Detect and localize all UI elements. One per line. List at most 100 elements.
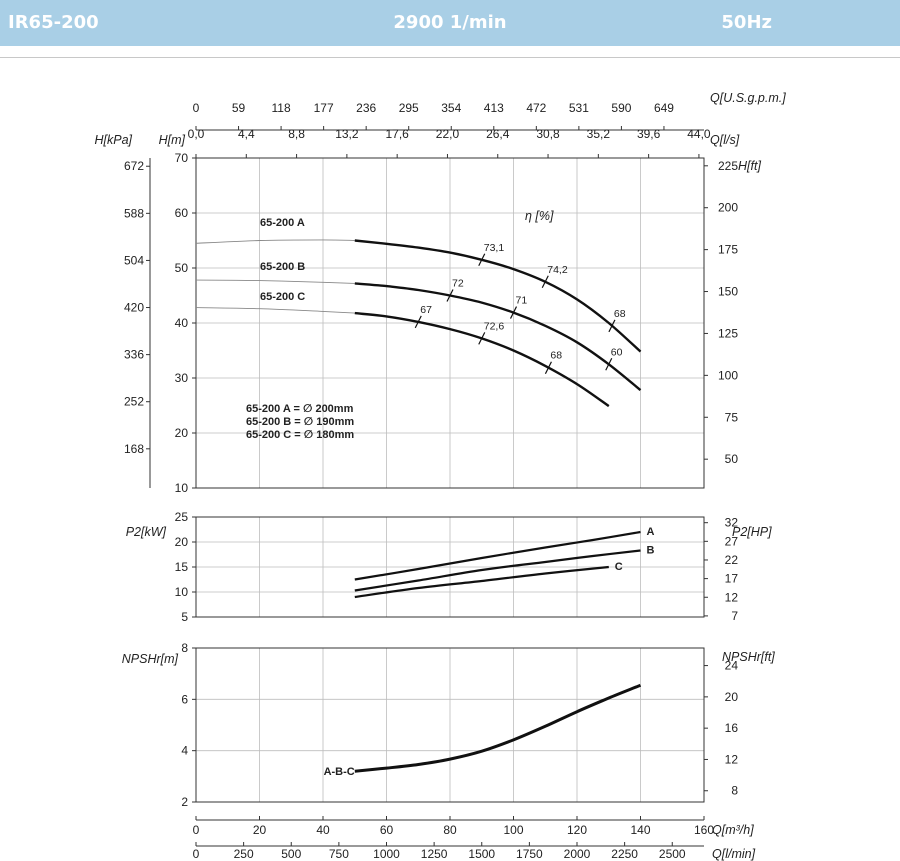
y-tick-label: 6: [181, 692, 188, 706]
lmin-tick-label: 500: [281, 847, 301, 861]
lmin-tick-label: 1250: [421, 847, 448, 861]
head-panel-grid: [196, 158, 704, 488]
y-tick-label: 2: [181, 795, 188, 809]
ft-tick-label: 175: [718, 243, 738, 257]
ft-tick-label: 50: [725, 452, 739, 466]
power-panel-grid: [196, 517, 704, 617]
npsh-axis-label: NPSHr[m]: [122, 652, 179, 666]
efficiency-label: 73,1: [484, 242, 505, 254]
ls-tick-label: 39,6: [637, 127, 661, 141]
m3h-tick-label: 120: [567, 823, 587, 837]
npsh-curve: [354, 683, 642, 773]
efficiency-label: 68: [550, 350, 562, 362]
power-curve-a: [354, 530, 641, 581]
ls-axis-label: Q[l/s]: [710, 133, 740, 147]
power-curve-c: [354, 565, 609, 599]
head-panel: [146, 157, 708, 489]
usgpm-tick-label: 649: [654, 101, 674, 115]
ls-tick-label: 30,8: [536, 127, 560, 141]
power-curve-b: [354, 549, 641, 592]
model-title: IR65-200: [8, 12, 99, 33]
efficiency-tick: [544, 361, 552, 374]
npsh-panel-frame: [195, 647, 705, 803]
lmin-axis-label: Q[l/min]: [712, 847, 756, 861]
curve-label: 65-200 A: [260, 217, 305, 229]
head-curve-65-200-c: [354, 311, 610, 408]
header-banner: IR65-200 2900 1/min 50Hz: [0, 0, 900, 46]
efficiency-tick: [414, 315, 422, 329]
efficiency-tick: [478, 332, 486, 345]
m3h-tick-label: 60: [380, 823, 394, 837]
lmin-tick-label: 2500: [659, 847, 686, 861]
y-tick-label: 20: [175, 426, 189, 440]
npsh-ft-tick-label: 20: [725, 690, 739, 704]
ls-tick-label: 4,4: [238, 127, 255, 141]
m3h-tick-label: 20: [253, 823, 267, 837]
y-tick-label: 5: [181, 610, 188, 624]
npsh-panel: [192, 647, 708, 803]
m3h-tick-label: 160: [694, 823, 714, 837]
efficiency-tick: [446, 289, 454, 302]
power-curve-label: A: [647, 526, 655, 538]
ft-tick-label: 200: [718, 201, 738, 215]
kpa-tick-label: 672: [124, 159, 144, 173]
lmin-tick-label: 1750: [516, 847, 543, 861]
npsh-ft-tick-label: 8: [731, 784, 738, 798]
y-tick-label: 30: [175, 371, 189, 385]
efficiency-label: 60: [611, 346, 623, 358]
head-curve-extension: [195, 307, 355, 314]
npsh-ft-tick-label: 12: [725, 752, 739, 766]
y-tick-label: 50: [175, 261, 189, 275]
efficiency-label: 68: [614, 308, 626, 320]
y-tick-label: 15: [175, 560, 189, 574]
y-tick-label: 25: [175, 510, 189, 524]
kpa-axis-label: H[kPa]: [94, 133, 132, 147]
power-axis-label: P2[kW]: [126, 525, 167, 539]
npsh-ft-tick-label: 24: [725, 659, 739, 673]
y-tick-label: 20: [175, 535, 189, 549]
m3h-axis-label: Q[m³/h]: [712, 823, 754, 837]
hp-axis-label: P2[HP]: [732, 525, 772, 539]
npsh-panel-grid: [196, 648, 704, 802]
m3h-tick-label: 40: [316, 823, 330, 837]
efficiency-tick: [509, 306, 518, 319]
m3h-tick-label: 100: [503, 823, 523, 837]
efficiency-label: 72: [452, 278, 464, 290]
lmin-tick-label: 250: [234, 847, 254, 861]
usgpm-tick-label: 472: [526, 101, 546, 115]
ls-tick-label: 13,2: [335, 127, 359, 141]
ft-tick-label: 125: [718, 326, 738, 340]
ft-tick-label: 75: [725, 410, 739, 424]
m3h-tick-label: 80: [443, 823, 457, 837]
kpa-tick-label: 504: [124, 253, 144, 267]
impeller-note: 65-200 C = ∅ 180mm: [246, 429, 354, 441]
kpa-tick-label: 252: [124, 395, 144, 409]
kpa-tick-label: 420: [124, 301, 144, 315]
y-tick-label: 70: [175, 151, 189, 165]
usgpm-tick-label: 531: [569, 101, 589, 115]
hp-tick-label: 7: [731, 609, 738, 623]
usgpm-tick-label: 118: [272, 101, 291, 115]
npsh-ft-axis-label: NPSHr[ft]: [722, 650, 775, 664]
usgpm-tick-label: 590: [611, 101, 631, 115]
impeller-note: 65-200 A = ∅ 200mm: [246, 403, 354, 415]
usgpm-tick-label: 59: [232, 101, 246, 115]
usgpm-tick-label: 295: [399, 101, 419, 115]
impeller-note: 65-200 B = ∅ 190mm: [246, 416, 354, 428]
lmin-tick-label: 2000: [564, 847, 591, 861]
efficiency-tick: [541, 275, 549, 289]
ls-tick-label: 0,0: [188, 127, 205, 141]
y-tick-label: 10: [175, 585, 189, 599]
header-divider: [0, 57, 900, 58]
power-curve-label: C: [615, 561, 623, 573]
ls-tick-label: 8,8: [288, 127, 305, 141]
head-axis-label: H[m]: [159, 133, 186, 147]
efficiency-axis-label: η [%]: [525, 209, 554, 223]
efficiency-tick: [608, 319, 616, 333]
head-curve-extension: [195, 239, 355, 244]
hp-tick-label: 27: [725, 534, 739, 548]
head-curve-extension: [195, 279, 355, 284]
y-tick-label: 8: [181, 641, 188, 655]
kpa-tick-label: 336: [124, 348, 144, 362]
